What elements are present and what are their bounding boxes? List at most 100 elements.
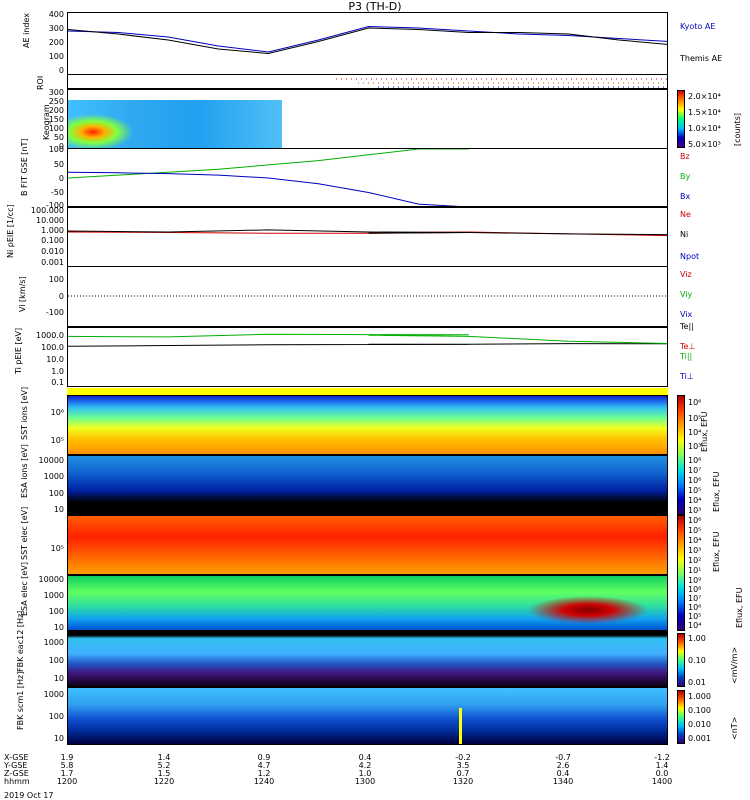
esa-ion-cbar-tick: 10⁷ xyxy=(688,466,702,475)
sst-elec-panel xyxy=(67,515,668,575)
esa-ion-tick: 1000 xyxy=(43,472,64,481)
fbk-b-cbar-tick: 0.001 xyxy=(688,734,711,743)
temp-legend-te-par: Te|| xyxy=(680,322,694,331)
sst-elec-cbar-tick: 10² xyxy=(688,556,702,565)
x-axis-tick: 1200 xyxy=(56,777,78,786)
bfield-tick: -100 xyxy=(45,201,64,210)
temp-ylabel: Ti pEIE [eV] xyxy=(14,327,23,374)
temp-legend-ti-perp: Ti⊥ xyxy=(680,372,694,381)
x-axis-tick: 1300 xyxy=(354,777,376,786)
ae-tick: 400 xyxy=(48,10,64,19)
x-axis-tick: 2.6 xyxy=(556,761,570,770)
density-tick: 10.000 xyxy=(36,216,64,225)
x-axis-row-label: X-GSE xyxy=(4,753,29,762)
sst-elec-cbar-tick: 10⁶ xyxy=(688,516,702,525)
fbk-e-tick: 100 xyxy=(48,656,64,665)
density-tick: 100.000 xyxy=(30,206,64,215)
velocity-legend-viy: Viy xyxy=(680,290,693,299)
sst-ion-cbar-tick: 10⁶ xyxy=(688,398,702,407)
fbk-b-panel xyxy=(67,687,668,745)
bfield-panel xyxy=(67,149,668,207)
esa-ion-cbar-tick: 10⁸ xyxy=(688,456,702,465)
x-axis-tick: 1320 xyxy=(452,777,474,786)
ae-tick: 100 xyxy=(48,52,64,61)
fbk-e-tick: 1000 xyxy=(43,638,64,647)
x-axis-tick: 5.8 xyxy=(60,761,74,770)
esa-elec-cbar-tick: 10⁶ xyxy=(688,603,702,612)
keogram-cbar-title: [counts] xyxy=(733,113,742,146)
bfield-legend-bz: Bz xyxy=(680,152,690,161)
bfield-legend-by: By xyxy=(680,172,691,181)
esa-elec-panel xyxy=(67,575,668,631)
x-axis-tick: 1.9 xyxy=(60,753,74,762)
keogram-tick: 0 xyxy=(58,142,64,151)
fbk-e-tick: 10 xyxy=(53,674,64,683)
elec-colorbar xyxy=(677,515,685,631)
esa-ion-cbar-title: Eflux, EFU xyxy=(712,471,721,513)
x-axis-tick: 1.4 xyxy=(655,761,669,770)
temp-tick: 1.0 xyxy=(51,367,64,376)
keogram-cbar-tick: 1.5×10⁴ xyxy=(688,108,721,117)
x-axis-tick: 0.7 xyxy=(456,769,470,778)
ae-tick: 200 xyxy=(48,38,64,47)
esa-ion-tick: 100 xyxy=(48,489,64,498)
x-axis-tick: 4.2 xyxy=(358,761,372,770)
keogram-cbar-tick: 5.0×10³ xyxy=(688,140,721,149)
x-axis-tick: 1340 xyxy=(552,777,574,786)
keogram-tick: 100 xyxy=(48,124,64,133)
temp-plot xyxy=(68,333,667,347)
ae-legend-themis: Themis AE xyxy=(680,54,723,63)
fbk-e-cbar-tick: 1.00 xyxy=(688,634,706,643)
x-axis-tick: 0.9 xyxy=(257,753,271,762)
esa-ion-cbar-tick: 10⁶ xyxy=(688,476,702,485)
x-axis-row-label: Y-GSE xyxy=(4,761,28,770)
velocity-tick: 0 xyxy=(58,292,64,301)
series-line-bx xyxy=(68,171,461,206)
esa-ion-tick: 10 xyxy=(53,505,64,514)
bfield-legend-bx: Bx xyxy=(680,192,691,201)
fbk-b-tick: 10 xyxy=(53,734,64,743)
x-axis-row-label: Z-GSE xyxy=(4,769,29,778)
series-line-themis-ae xyxy=(68,27,667,55)
esa-elec-cbar-title: Eflux, EFU xyxy=(735,587,744,629)
x-axis-tick: 0.4 xyxy=(358,753,372,762)
velocity-tick: -100 xyxy=(45,308,64,317)
density-tick: 0.100 xyxy=(41,236,64,245)
x-axis-tick: -0.2 xyxy=(455,753,471,762)
x-axis-tick: 1.0 xyxy=(358,769,372,778)
density-legend-ni: Ni xyxy=(680,230,689,239)
fbk-e-panel xyxy=(67,631,668,687)
fbk-b-colorbar xyxy=(677,690,685,744)
density-legend-npot: Npot xyxy=(680,252,700,261)
sst-elec-cbar-tick: 10¹ xyxy=(688,566,702,575)
sst-elec-cbar-tick: 10³ xyxy=(688,546,702,555)
esa-elec-cbar-tick: 10⁴ xyxy=(688,621,702,630)
esa-ion-cbar-tick: 10⁴ xyxy=(688,496,702,505)
sst-ion-cbar-tick: 10³ xyxy=(688,442,702,451)
x-axis-row-label: hhmm xyxy=(4,777,30,786)
x-axis-tick: 1400 xyxy=(651,777,673,786)
plot-title: P3 (TH-D) xyxy=(348,0,402,13)
sst-elec-cbar-tick: 10⁴ xyxy=(688,536,702,545)
esa-ion-cbar-tick: 10⁵ xyxy=(688,486,702,495)
roi-panel xyxy=(67,75,668,89)
density-ylabel: Ni pEIE [1/cc] xyxy=(6,204,15,258)
fbk-b-spike xyxy=(459,708,462,744)
esa-ion-cbar-tick: 10³ xyxy=(688,506,702,515)
fbk-e-cbar-title: <mV/m> xyxy=(730,646,739,684)
series-line-ni xyxy=(68,229,667,236)
ae-plot xyxy=(68,25,667,55)
fbk-b-cbar-tick: 1.000 xyxy=(688,692,711,701)
keogram-tick: 50 xyxy=(53,133,64,142)
density-tick: 1.000 xyxy=(41,226,64,235)
x-axis-tick: 1.2 xyxy=(257,769,271,778)
data-quality-bar xyxy=(67,388,668,395)
esa-elec-tick: 100 xyxy=(48,607,64,616)
esa-elec-cbar-tick: 10⁷ xyxy=(688,594,702,603)
velocity-panel xyxy=(67,267,668,327)
bfield-tick: 0 xyxy=(58,174,64,183)
x-axis-tick: 5.2 xyxy=(157,761,171,770)
keogram-tick: 150 xyxy=(48,115,64,124)
x-axis-tick: -0.7 xyxy=(555,753,571,762)
temp-legend-te-perp: Te⊥ xyxy=(680,342,696,351)
